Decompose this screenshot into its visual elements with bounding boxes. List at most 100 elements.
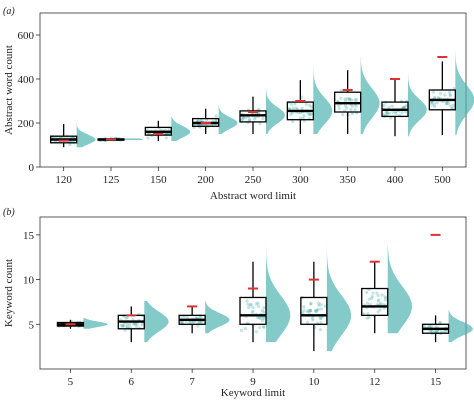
data-point [133,322,138,326]
data-point [214,119,218,123]
panel-label: (b) [3,207,15,218]
data-point [449,104,453,108]
data-point [190,320,194,324]
data-point [403,105,407,109]
data-point [298,116,302,120]
data-point [119,323,123,327]
data-point [403,110,408,114]
data-point [436,96,441,100]
data-point [430,100,434,104]
data-point [262,306,266,310]
y-tick-label: 400 [18,74,35,86]
category-group-200: 200 [192,102,238,186]
data-point [253,115,258,119]
category-group-10: 10 [300,240,352,388]
data-point [256,304,261,308]
data-point [401,106,406,110]
data-point [260,308,264,313]
data-point [246,302,250,306]
data-point [430,103,434,107]
data-point [384,296,388,300]
data-point [250,311,254,315]
density-half-violin [266,240,291,343]
density-half-violin [205,301,230,334]
data-point [317,303,321,307]
data-point [248,303,252,307]
data-point [404,104,409,108]
density-half-violin [408,65,427,137]
x-axis-title: Abstract word limit [210,190,296,202]
data-point [257,316,261,320]
data-point [391,110,395,114]
x-tick-label: 400 [387,174,404,186]
data-point [448,92,452,97]
data-point [307,112,311,116]
data-point [343,97,347,101]
data-point [145,128,149,132]
data-point [262,310,266,314]
data-point [347,97,352,101]
data-point [287,107,291,111]
data-point [366,312,370,316]
data-point [389,116,393,120]
data-point [370,294,374,299]
data-point [375,291,379,295]
category-group-120: 120 [50,116,96,186]
y-tick-label: 0 [29,162,35,174]
category-group-125: 125 [97,136,143,186]
data-point [339,96,343,100]
category-group-400: 400 [381,65,427,186]
data-point [305,309,309,314]
data-point [365,290,369,294]
data-point [262,325,266,329]
x-tick-label: 7 [189,376,195,388]
data-point [433,104,437,109]
data-point [376,299,380,303]
data-point [376,310,380,314]
data-point [383,295,387,299]
data-point [308,103,312,107]
data-point [343,104,348,108]
data-point [140,322,144,327]
data-point [196,324,200,328]
data-point [317,301,321,305]
data-point [430,329,434,333]
data-point [121,323,125,327]
data-point [308,308,312,312]
data-point [259,316,263,320]
density-half-violin [448,309,473,343]
x-axis-title: Keyword limit [221,387,285,399]
data-point [164,136,168,140]
box [300,296,328,325]
data-point [254,302,259,306]
data-point [402,105,406,110]
plot-frame [39,12,467,168]
data-point [318,316,322,320]
data-point [121,324,125,328]
data-point [384,110,388,114]
data-point [302,114,306,118]
data-point [367,315,371,320]
data-point [382,113,386,117]
data-point [125,325,129,329]
panel-b: (b) 5 10 15 Keyword count Keyword limit 5 6 7 9 10… [3,207,473,399]
data-point [135,324,139,328]
data-point [385,111,389,115]
data-point [258,121,262,126]
data-point [300,106,304,111]
data-point [306,309,311,313]
data-point [353,108,357,112]
data-point [431,90,436,94]
data-point [367,297,371,301]
category-group-12: 12 [361,245,413,388]
data-point [301,311,305,315]
density-half-violin [313,66,333,134]
data-point [394,110,398,114]
data-point [135,322,139,326]
data-point [350,98,354,102]
x-tick-label: 15 [430,376,442,388]
x-tick-label: 120 [55,174,72,186]
data-point [376,293,380,298]
data-point [122,324,126,328]
